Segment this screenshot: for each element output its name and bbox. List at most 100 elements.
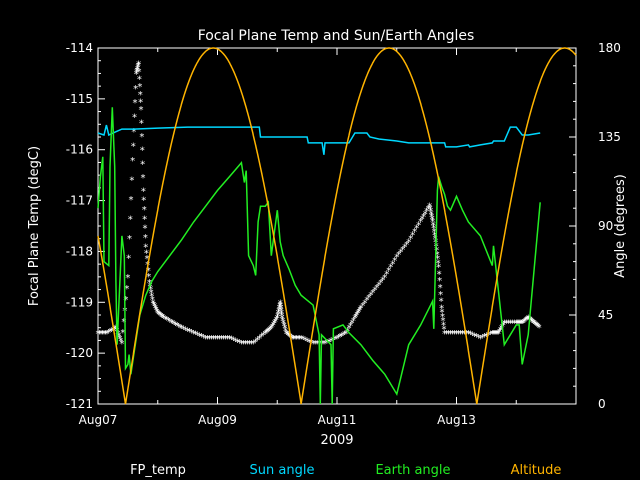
fp-temp-marker: *	[349, 319, 354, 330]
fp-temp-marker: *	[448, 329, 453, 340]
fp-temp-marker: *	[299, 334, 304, 345]
fp-temp-marker: *	[125, 273, 130, 284]
fp-temp-marker: *	[426, 204, 431, 215]
fp-temp-marker: *	[333, 335, 338, 346]
fp-temp-marker: *	[151, 300, 156, 311]
fp-temp-marker: *	[440, 312, 445, 323]
fp-temp-marker: *	[269, 324, 274, 335]
fp-temp-marker: *	[147, 278, 152, 289]
fp-temp-marker: *	[305, 336, 310, 347]
fp-temp-marker: *	[460, 329, 465, 340]
fp-temp-marker: *	[169, 318, 174, 329]
fp-temp-marker: *	[106, 328, 111, 339]
fp-temp-marker: *	[284, 329, 289, 340]
fp-temp-marker: *	[270, 322, 275, 333]
fp-temp-marker: *	[437, 276, 442, 287]
fp-temp-marker: *	[398, 247, 403, 258]
fp-temp-marker: *	[193, 330, 198, 341]
fp-temp-marker: *	[146, 266, 151, 277]
fp-temp-marker: *	[275, 311, 280, 322]
series-sun-angle	[97, 124, 541, 155]
fp-temp-marker: *	[156, 309, 161, 320]
fp-temp-marker: *	[134, 69, 139, 80]
fp-temp-marker: *	[148, 285, 153, 296]
fp-temp-marker: *	[142, 214, 147, 225]
fp-temp-marker: *	[181, 325, 186, 336]
fp-temp-marker: *	[346, 324, 351, 335]
fp-temp-marker: *	[150, 298, 155, 309]
fp-temp-marker: *	[368, 291, 373, 302]
right-tick-label: 180	[598, 41, 621, 55]
fp-temp-marker: *	[433, 234, 438, 245]
fp-temp-marker: *	[219, 334, 224, 345]
fp-temp-marker: *	[278, 301, 283, 312]
fp-temp-marker: *	[437, 269, 442, 280]
fp-temp-marker: *	[406, 237, 411, 248]
left-tick-label: -121	[66, 397, 93, 411]
fp-temp-marker: *	[529, 316, 534, 327]
fp-temp-marker: *	[245, 339, 250, 350]
fp-temp-marker: *	[531, 318, 536, 329]
fp-temp-marker: *	[144, 248, 149, 259]
fp-temp-marker: *	[470, 330, 475, 341]
fp-temp-marker: *	[432, 230, 437, 241]
fp-temp-marker: *	[519, 319, 524, 330]
fp-temp-marker: *	[136, 59, 141, 70]
fp-temp-marker: *	[185, 326, 190, 337]
fp-temp-marker: *	[301, 335, 306, 346]
legend-sun-angle: Sun angle	[250, 463, 315, 478]
fp-temp-marker: *	[275, 314, 280, 325]
fp-temp-marker: *	[143, 233, 148, 244]
fp-temp-marker: *	[297, 334, 302, 345]
fp-temp-marker: *	[149, 292, 154, 303]
fp-temp-marker: *	[488, 330, 493, 341]
fp-temp-marker: *	[390, 259, 395, 270]
fp-temp-marker: *	[418, 217, 423, 228]
fp-temp-marker: *	[325, 338, 330, 349]
fp-temp-marker: *	[476, 333, 481, 344]
fp-temp-marker: *	[183, 325, 188, 336]
fp-temp-marker: *	[120, 328, 125, 339]
fp-temp-marker: *	[450, 329, 455, 340]
fp-temp-marker: *	[146, 272, 151, 283]
x-tick-label: Aug11	[318, 413, 357, 427]
fp-temp-marker: *	[130, 156, 135, 167]
fp-temp-marker: *	[429, 209, 434, 220]
fp-temp-marker: *	[496, 329, 501, 340]
fp-temp-marker: *	[100, 329, 105, 340]
left-axis: -121 -120 -119 -118 -117 -116 -115 -114	[66, 41, 105, 411]
fp-temp-marker: *	[518, 319, 523, 330]
fp-temp-marker: *	[329, 336, 334, 347]
fp-temp-marker: *	[386, 266, 391, 277]
fp-temp-marker: *	[201, 333, 206, 344]
fp-temp-marker: *	[458, 329, 463, 340]
fp-temp-marker: *	[535, 321, 540, 332]
fp-temp-marker: *	[323, 339, 328, 350]
fp-temp-marker: *	[524, 315, 529, 326]
fp-temp-marker: *	[370, 288, 375, 299]
left-tick-label: -119	[66, 295, 93, 309]
fp-temp-marker: *	[229, 335, 234, 346]
fp-temp-marker: *	[140, 159, 145, 170]
fp-temp-marker: *	[179, 324, 184, 335]
fp-temp-marker: *	[121, 317, 126, 328]
fp-temp-marker: *	[142, 205, 147, 216]
fp-temp-marker: *	[137, 75, 142, 86]
fp-temp-marker: *	[139, 132, 144, 143]
fp-temp-marker: *	[153, 303, 158, 314]
fp-temp-marker: *	[514, 319, 519, 330]
fp-temp-marker: *	[282, 324, 287, 335]
fp-temp-marker: *	[191, 329, 196, 340]
fp-temp-marker: *	[129, 175, 134, 186]
fp-temp-marker: *	[336, 333, 341, 344]
fp-temp-marker: *	[286, 330, 291, 341]
fp-temp-marker: *	[380, 275, 385, 286]
fp-temp-marker: *	[187, 327, 192, 338]
fp-temp-marker: *	[197, 331, 202, 342]
fp-temp-marker: *	[257, 334, 262, 345]
fp-temp-marker: *	[360, 301, 365, 312]
fp-temp-marker: *	[358, 303, 363, 314]
fp-temp-marker: *	[113, 324, 118, 335]
fp-temp-marker: *	[303, 336, 308, 347]
fp-temp-marker: *	[205, 334, 210, 345]
